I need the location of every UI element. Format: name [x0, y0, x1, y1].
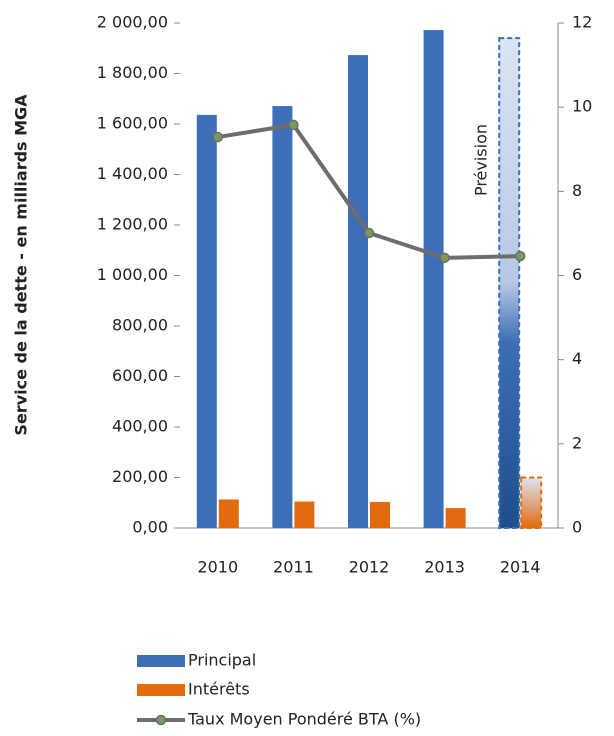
y2-tick-label: 12 — [572, 13, 592, 32]
forecast-bar — [498, 37, 521, 530]
y2-tick-label: 6 — [572, 265, 582, 284]
y-tick-label: 400,00 — [112, 417, 168, 436]
x-tick-label: 2013 — [424, 558, 465, 577]
y-tick-label: 1 800,00 — [97, 63, 168, 82]
bar — [348, 55, 368, 528]
y-tick-label: 1 000,00 — [97, 265, 168, 284]
line-marker — [288, 119, 299, 131]
legend-swatch — [137, 684, 185, 696]
y-axis-label: Service de la dette - en milliards MGA — [12, 94, 31, 436]
bar — [370, 501, 390, 528]
y-tick-label: 200,00 — [112, 467, 168, 486]
y-tick-label: 1 600,00 — [97, 114, 168, 133]
y-tick-label: 600,00 — [112, 366, 168, 385]
y2-tick-label: 0 — [572, 518, 582, 537]
y2-tick-label: 10 — [572, 97, 592, 116]
y2-tick-label: 4 — [572, 349, 582, 368]
bar — [423, 30, 444, 528]
bar — [196, 114, 217, 528]
bar — [272, 106, 293, 528]
legend-swatch — [137, 655, 185, 667]
y-tick-label: 800,00 — [112, 316, 168, 335]
x-tick-label: 2011 — [273, 558, 314, 577]
forecast-bar — [520, 476, 543, 529]
y-tick-label: 1 200,00 — [97, 215, 168, 234]
legend-label: Principal — [188, 651, 256, 670]
line-marker — [514, 250, 526, 262]
x-tick-label: 2012 — [349, 558, 390, 577]
y-tick-label: 1 400,00 — [97, 164, 168, 183]
y2-tick-label: 2 — [572, 433, 582, 452]
legend-label: Intérêts — [188, 680, 250, 699]
y-tick-label: 0,00 — [132, 518, 168, 537]
bar — [218, 499, 239, 528]
annotation: Prévision — [472, 124, 491, 196]
line-marker — [363, 227, 375, 239]
line-marker — [212, 131, 224, 143]
bar — [294, 501, 315, 528]
x-tick-label: 2010 — [197, 558, 238, 577]
x-tick-label: 2014 — [500, 558, 541, 577]
y2-tick-label: 8 — [572, 181, 582, 200]
legend-label: Taux Moyen Pondéré BTA (%) — [187, 710, 421, 729]
y-tick-label: 2 000,00 — [97, 13, 168, 32]
line-marker — [439, 252, 450, 264]
legend-marker — [155, 714, 167, 726]
bar — [445, 508, 466, 528]
